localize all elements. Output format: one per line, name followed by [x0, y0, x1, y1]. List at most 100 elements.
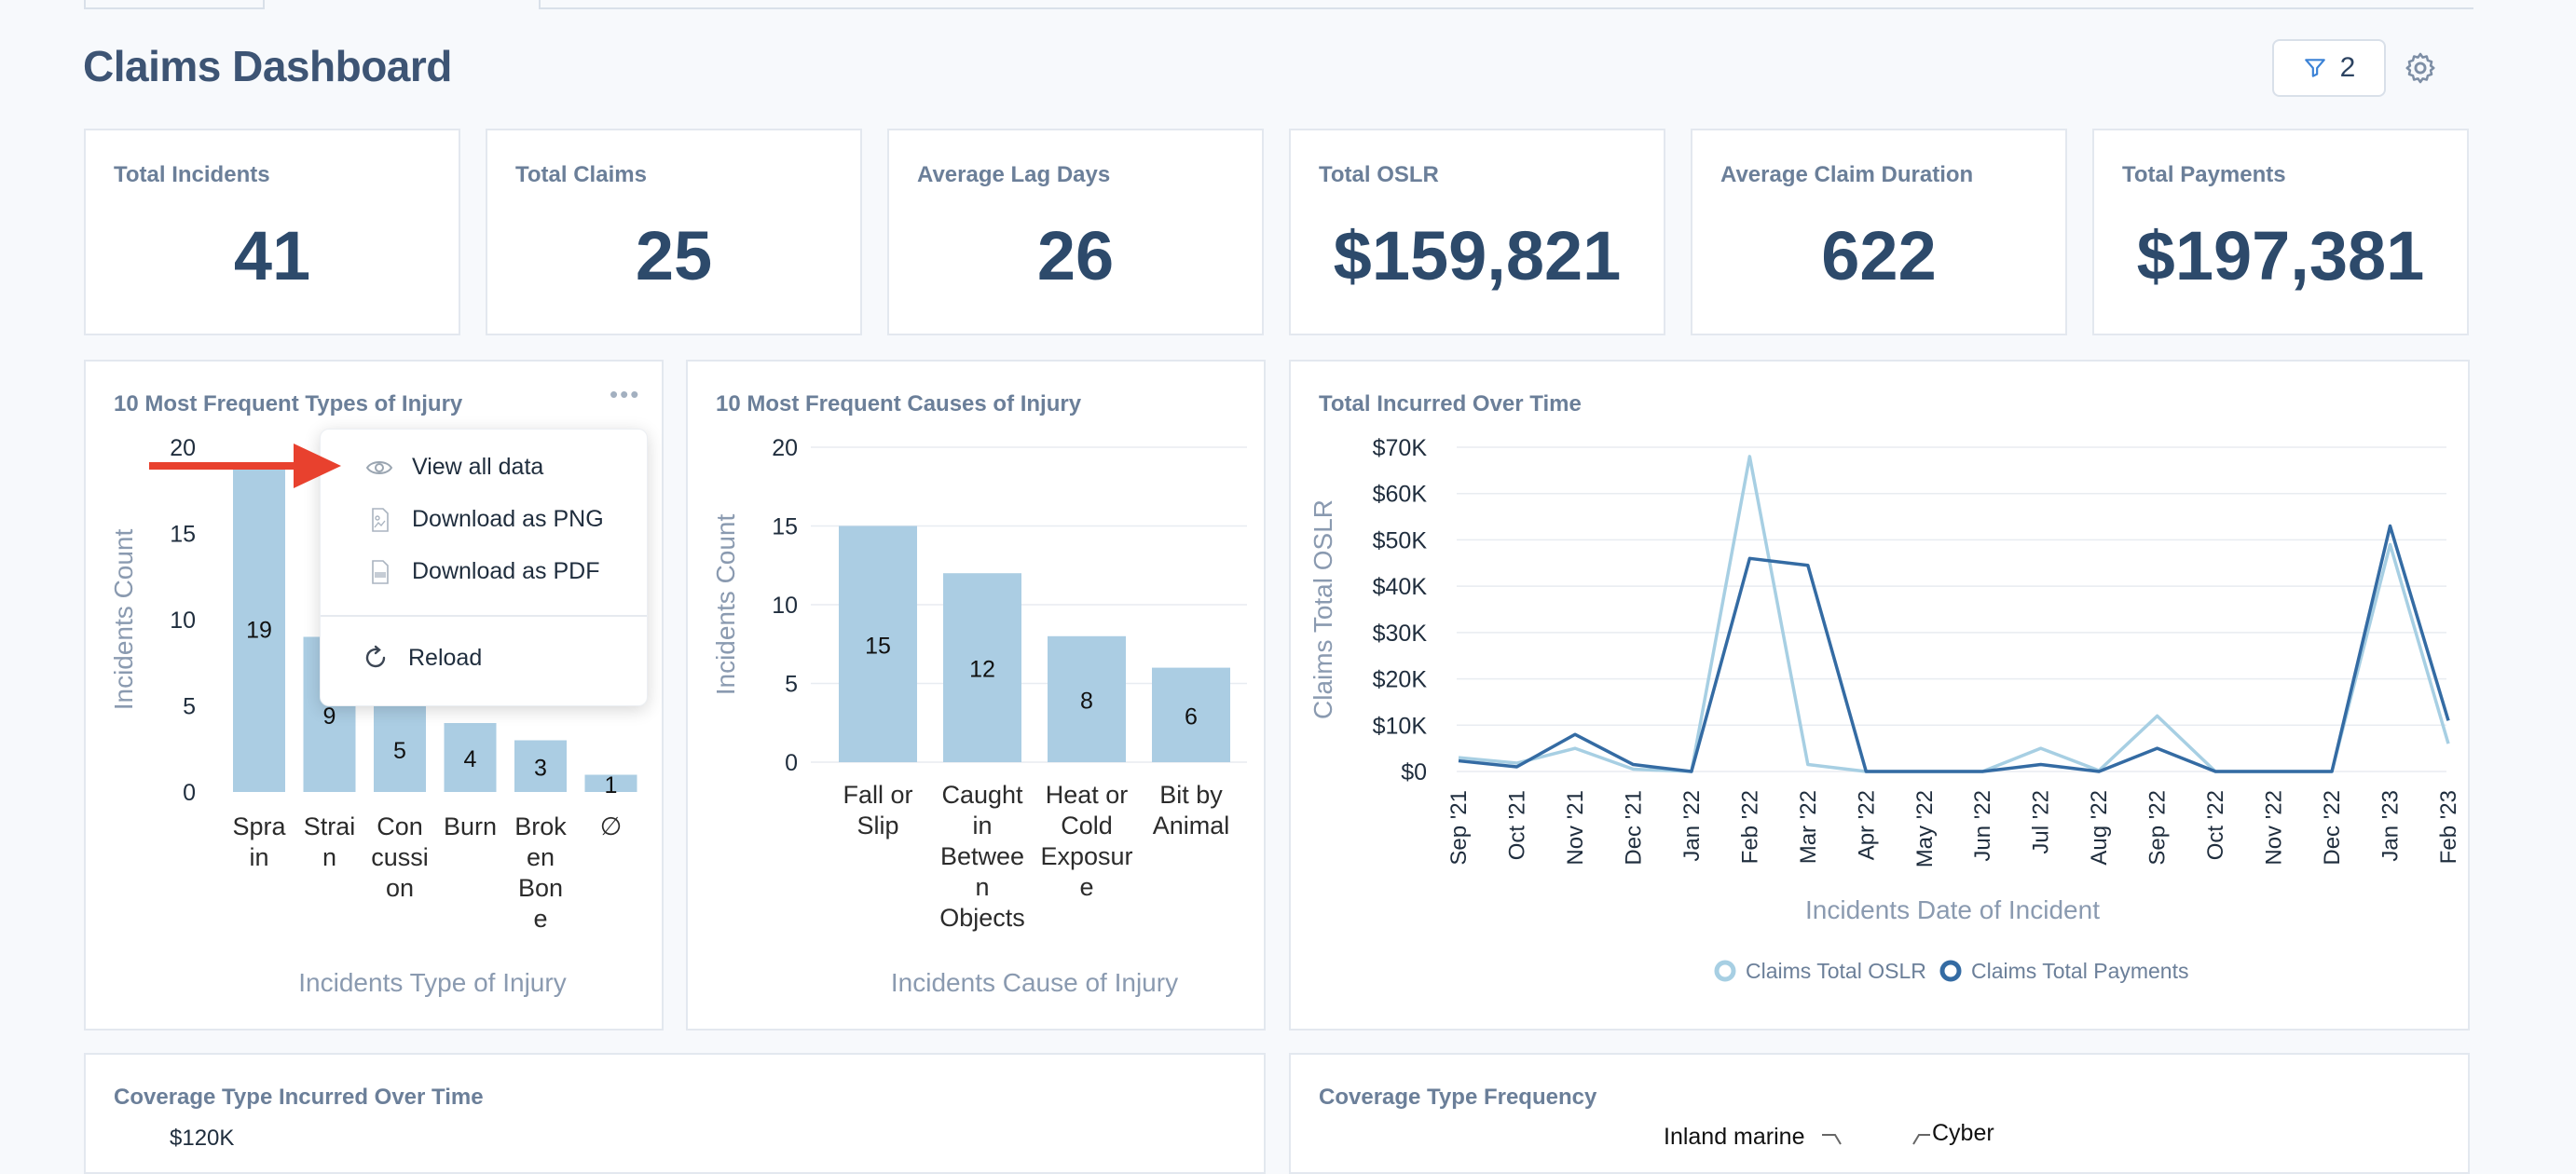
- x-tick-label: Brok: [514, 812, 567, 840]
- x-tick-label: ∅: [600, 812, 623, 840]
- x-tick-label: Slip: [856, 812, 898, 840]
- kpi-label: Total Incidents: [114, 162, 270, 187]
- y-tick-label: 10: [772, 593, 798, 619]
- y-tick-label: $10K: [1373, 713, 1428, 739]
- kpi-label: Total Payments: [2122, 162, 2286, 187]
- kpi-value: 622: [1821, 217, 1937, 294]
- card-coverage-frequency: Coverage Type Frequency Inland marine Cy…: [1289, 1053, 2470, 1174]
- x-tick-label: Exposur: [1040, 842, 1132, 870]
- y-tick-label: $30K: [1373, 621, 1428, 647]
- x-tick-label: Fall or: [843, 781, 912, 809]
- x-tick-label: Nov '22: [2262, 790, 2287, 866]
- pie-label: Cyber: [1932, 1120, 1994, 1146]
- y-tick-label: $60K: [1373, 482, 1428, 508]
- data-label: 5: [393, 738, 406, 764]
- pdf-file-icon: [372, 559, 389, 584]
- menu-item-view-all-data[interactable]: View all data: [365, 454, 543, 481]
- kpi-value: $159,821: [1333, 217, 1622, 294]
- x-tick-label: Spra: [232, 812, 286, 840]
- y-axis-title: Incidents Count: [109, 529, 138, 711]
- kpi-card-total-oslr: Total OSLR $159,821: [1289, 129, 1665, 335]
- x-axis-title: Incidents Type of Injury: [298, 968, 566, 997]
- y-tick-label: 20: [772, 435, 798, 461]
- x-tick-label: Jan '23: [2378, 790, 2404, 862]
- x-tick-label: Oct '22: [2203, 790, 2228, 860]
- filter-count: 2: [2339, 52, 2356, 83]
- menu-item-reload[interactable]: Reload: [362, 644, 482, 672]
- kpi-value: $197,381: [2136, 217, 2425, 294]
- x-tick-label: Feb '23: [2436, 790, 2461, 864]
- settings-gear-icon[interactable]: [2403, 50, 2438, 86]
- x-tick-label: Cold: [1061, 812, 1113, 840]
- x-tick-label: May '22: [1912, 790, 1938, 867]
- menu-item-label: View all data: [412, 454, 544, 480]
- y-tick-label: $70K: [1373, 435, 1428, 461]
- bar: [943, 573, 1021, 762]
- card-incurred-over-time: Total Incurred Over Time $0 $10K $20K $30K $…: [1289, 360, 2470, 1031]
- legend-label: Claims Total Payments: [1971, 959, 2189, 983]
- x-tick-label: Dec '22: [2320, 790, 2345, 866]
- bar: [444, 723, 497, 792]
- menu-divider: [321, 615, 647, 617]
- injury-type-chart: 0 5 10 15 20 19 Spra in 9 Strai n 5 Con cussi on 4 Burn 3…: [109, 435, 637, 997]
- more-options-icon[interactable]: •••: [610, 380, 641, 408]
- y-tick-label: 5: [785, 672, 798, 698]
- y-tick-label: 5: [183, 694, 196, 720]
- card-title: 10 Most Frequent Causes of Injury: [716, 391, 1082, 416]
- menu-item-label: Reload: [408, 644, 483, 671]
- x-tick-label: n: [975, 873, 989, 901]
- x-tick-label: Caught: [941, 781, 1023, 809]
- x-tick-label: Animal: [1153, 812, 1230, 840]
- data-label: 12: [969, 657, 995, 683]
- bar: [584, 774, 637, 792]
- menu-item-download-pdf[interactable]: Download as PDF: [365, 558, 599, 585]
- y-tick-label: $40K: [1373, 574, 1428, 600]
- y-tick-label: 0: [183, 780, 196, 806]
- kpi-value: 26: [1036, 217, 1115, 294]
- incurred-line-chart: $0 $10K $20K $30K $40K $50K $60K $70K Sep '21 Oct…: [1309, 435, 2461, 983]
- filter-icon: [2304, 59, 2325, 77]
- x-tick-label: Heat or: [1046, 781, 1129, 809]
- menu-item-download-png[interactable]: Download as PNG: [365, 506, 604, 533]
- data-label: 15: [865, 633, 891, 659]
- x-tick-label: in: [972, 812, 992, 840]
- filter-button[interactable]: 2: [2272, 39, 2386, 97]
- y-tick-label: $20K: [1373, 667, 1428, 693]
- page-title: Claims Dashboard: [83, 42, 452, 90]
- tab-strip: [84, 0, 2473, 9]
- data-label: 9: [323, 703, 336, 730]
- tab-1[interactable]: [84, 0, 265, 9]
- y-tick-label: $50K: [1373, 527, 1428, 553]
- x-tick-label: en: [527, 843, 555, 871]
- x-tick-label: Oct '21: [1504, 790, 1529, 860]
- kpi-label: Total OSLR: [1319, 162, 1439, 187]
- card-title: Coverage Type Incurred Over Time: [114, 1085, 484, 1110]
- series-line-payments: [1458, 524, 2450, 773]
- x-tick-label: in: [249, 843, 268, 871]
- x-tick-label: n: [322, 843, 336, 871]
- x-tick-label: Aug '22: [2087, 790, 2112, 866]
- bar: [839, 526, 917, 762]
- card-title: Total Incurred Over Time: [1319, 391, 1582, 416]
- kpi-label: Total Claims: [515, 162, 647, 187]
- data-label: 19: [246, 617, 272, 643]
- y-tick-label: 20: [170, 435, 196, 461]
- x-tick-label: Bit by: [1159, 781, 1223, 809]
- x-tick-label: Betwee: [940, 842, 1024, 870]
- x-tick-label: Objects: [939, 904, 1025, 932]
- y-axis-title: Incidents Count: [711, 514, 740, 696]
- bar: [233, 464, 285, 792]
- card-injury-causes: 10 Most Frequent Causes of Injury 0 5 10 15…: [686, 360, 1266, 1031]
- bar: [1048, 635, 1126, 762]
- legend-label: Claims Total OSLR: [1746, 959, 1926, 983]
- y-tick-label: 0: [785, 750, 798, 776]
- bar: [1152, 667, 1230, 762]
- chart-options-menu: View all data Download as PNG Download a…: [320, 429, 648, 706]
- data-label: 1: [605, 772, 618, 799]
- x-tick-label: Jul '22: [2029, 790, 2054, 854]
- png-file-icon: [372, 507, 389, 532]
- kpi-card-average-claim-duration: Average Claim Duration 622: [1691, 129, 2067, 335]
- x-tick-label: e: [1079, 873, 1093, 901]
- tab-3[interactable]: [539, 0, 2473, 9]
- kpi-value: 25: [635, 217, 713, 294]
